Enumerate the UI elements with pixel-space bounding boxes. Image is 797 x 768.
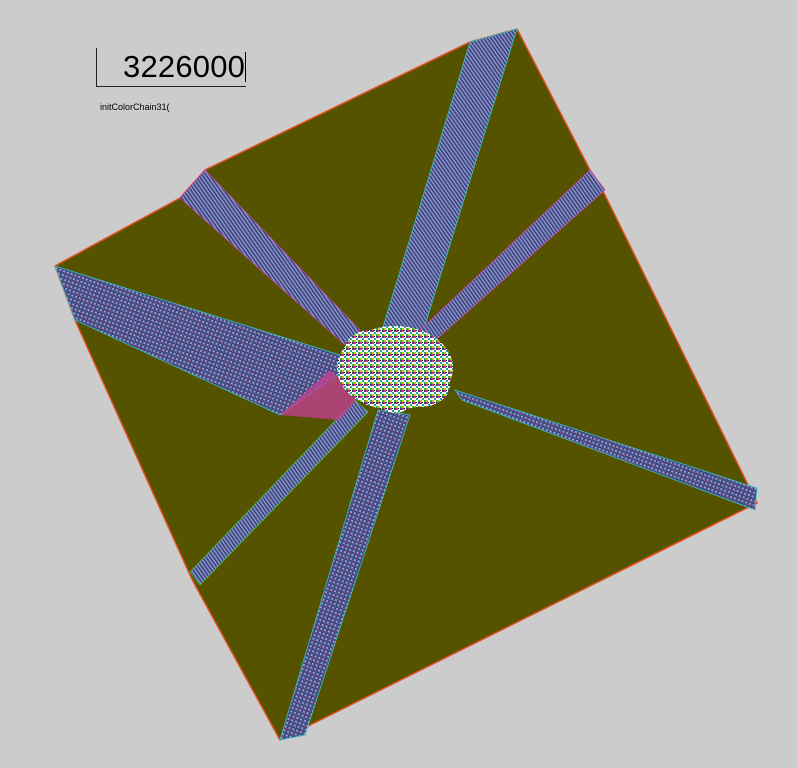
- function-label: initColorChain31(: [100, 102, 170, 112]
- band-upper-left: [179, 169, 361, 346]
- text-cursor: [245, 52, 246, 82]
- step-counter-box: 3226000: [96, 48, 246, 87]
- band-right: [453, 389, 758, 511]
- band-lower-left: [189, 399, 369, 586]
- chaotic-center: [337, 326, 453, 413]
- center-wedge: [280, 370, 360, 420]
- step-counter-value: 3226000: [123, 49, 246, 84]
- band-bottom: [279, 409, 411, 741]
